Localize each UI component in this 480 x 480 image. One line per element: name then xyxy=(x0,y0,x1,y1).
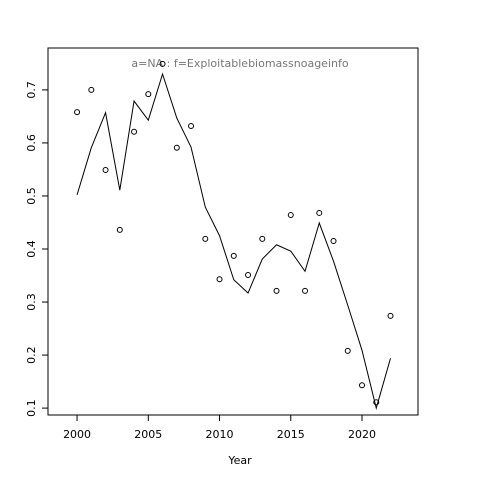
data-point xyxy=(259,235,266,242)
x-tick-label: 2020 xyxy=(348,428,376,441)
data-point xyxy=(330,238,337,245)
x-tick-label: 2005 xyxy=(134,428,162,441)
data-point xyxy=(302,287,309,294)
data-point xyxy=(159,60,166,67)
y-tick-label: 0.3 xyxy=(25,293,38,311)
data-point xyxy=(273,287,280,294)
plot-box xyxy=(47,47,419,416)
y-tick-label: 0.6 xyxy=(25,134,38,152)
data-point xyxy=(245,271,252,278)
y-tick-label: 0.1 xyxy=(25,399,38,417)
y-tick-label: 0.7 xyxy=(25,81,38,99)
data-point xyxy=(173,144,180,151)
data-point xyxy=(188,122,195,129)
data-point xyxy=(216,276,223,283)
data-point xyxy=(359,382,366,389)
data-line xyxy=(76,72,391,411)
data-point xyxy=(102,166,109,173)
data-point xyxy=(230,252,237,259)
data-point xyxy=(116,226,123,233)
data-point xyxy=(344,347,351,354)
x-tick-label: 2000 xyxy=(63,428,91,441)
data-point xyxy=(74,109,81,116)
x-axis-label: Year xyxy=(227,454,252,467)
data-point xyxy=(145,91,152,98)
data-point xyxy=(316,209,323,216)
data-point xyxy=(88,86,95,93)
data-point xyxy=(373,399,380,406)
y-tick-label: 0.2 xyxy=(25,346,38,364)
x-tick-label: 2010 xyxy=(206,428,234,441)
y-tick-label: 0.4 xyxy=(25,240,38,258)
y-tick-label: 0.5 xyxy=(25,187,38,205)
data-point xyxy=(387,312,394,319)
chart-title: a=NA : f=Exploitablebiomassnoageinfo xyxy=(131,57,348,70)
data-point xyxy=(202,235,209,242)
x-tick-label: 2015 xyxy=(277,428,305,441)
data-point xyxy=(287,212,294,219)
data-point xyxy=(131,128,138,135)
